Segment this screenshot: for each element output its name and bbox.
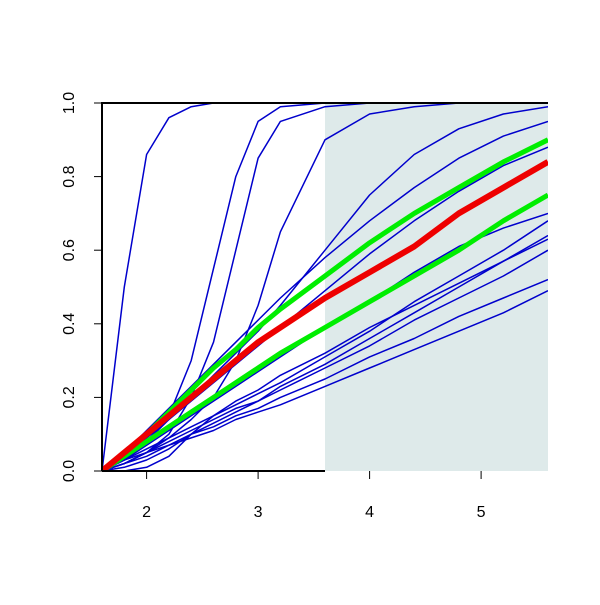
x-tick-label: 5	[477, 504, 486, 521]
series-line	[102, 103, 548, 471]
series-line	[102, 103, 548, 471]
y-tick-label: 0.0	[61, 460, 78, 482]
series-line	[102, 103, 548, 471]
series-line	[102, 212, 548, 471]
series-line	[102, 278, 548, 471]
series-line	[102, 220, 548, 471]
shaded-region	[325, 103, 548, 471]
x-tick-label: 3	[254, 504, 263, 521]
series-line	[102, 159, 548, 471]
series-line	[102, 238, 548, 471]
series-line	[102, 103, 548, 471]
series-line	[102, 192, 548, 471]
series-line	[102, 290, 548, 471]
y-tick-label: 0.2	[61, 386, 78, 408]
series-line	[102, 120, 548, 471]
y-tick-label: 0.8	[61, 165, 78, 187]
y-tick-label: 0.4	[61, 313, 78, 335]
series-line	[102, 234, 548, 471]
plot-lines	[102, 103, 548, 471]
y-tick-label: 1.0	[61, 92, 78, 114]
y-tick-label: 0.6	[61, 239, 78, 261]
x-tick-label: 2	[142, 504, 151, 521]
x-tick-label: 4	[365, 504, 374, 521]
